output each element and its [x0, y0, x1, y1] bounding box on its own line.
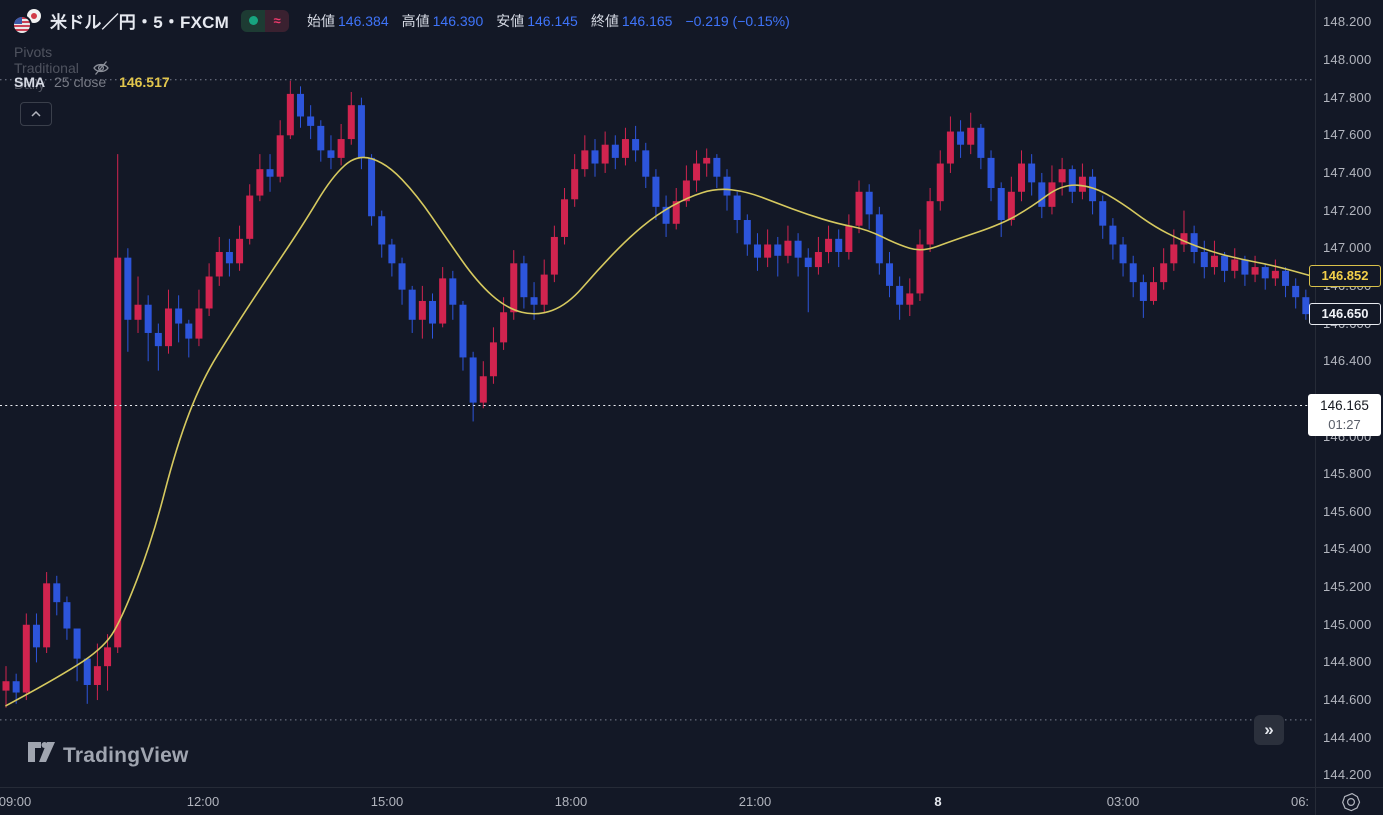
sma-layer [5, 156, 1313, 707]
price-axis-label: 146.400 [1323, 353, 1372, 369]
us-flag-icon [14, 16, 30, 33]
time-axis[interactable]: 09:00 12:00 15:00 18:00 21:00 8 03:00 06: [0, 788, 1383, 815]
open-value: 始値 146.384 [307, 12, 389, 29]
symbol-title[interactable]: 米ドル／円・5・FXCM [50, 13, 230, 32]
market-status-pill[interactable]: ≈ [241, 9, 290, 32]
candles-layer [2, 80, 1310, 708]
symbol-row: 米ドル／円・5・FXCM ≈ 始値 146.384 高値 146.390 安値 146… [14, 8, 790, 33]
price-axis-label: 145.200 [1323, 579, 1372, 595]
high-value: 高値 146.390 [401, 12, 484, 29]
price-axis-label: 144.400 [1323, 729, 1372, 745]
price-axis-label: 144.800 [1323, 654, 1372, 670]
sma-indicator-value: 146.517 [119, 74, 170, 90]
time-axis-label: 15:00 [370, 794, 404, 809]
price-axis-label: 147.400 [1323, 164, 1372, 180]
price-axis-label: 147.000 [1323, 240, 1372, 256]
tradingview-logo-text: TradingView [63, 744, 189, 767]
plot-layers [0, 79, 1315, 721]
countdown-timer: 01:27 [1328, 417, 1361, 433]
sma-value-badge: 146.852 [1309, 265, 1381, 288]
countdown-price: 146.165 [1320, 398, 1369, 414]
legend-collapse-button[interactable] [20, 102, 52, 126]
tradingview-logo[interactable]: TradingView [28, 742, 189, 770]
time-axis-label: 03:00 [1106, 794, 1140, 809]
change-value: −0.219 (−0.15%) [685, 12, 790, 29]
low-value: 安値 146.145 [496, 12, 578, 29]
time-axis-border [0, 787, 1383, 788]
price-axis-label: 145.600 [1323, 503, 1372, 519]
time-axis-label: 21:00 [738, 794, 772, 809]
green-dot-icon [248, 16, 258, 25]
price-axis-label: 144.200 [1323, 767, 1372, 783]
visibility-off-icon[interactable] [92, 58, 110, 78]
time-axis-label: 06: [1290, 794, 1310, 809]
level-lines-layer [0, 79, 1315, 721]
gear-icon [1342, 792, 1361, 812]
time-axis-label: 18:00 [554, 794, 588, 809]
time-axis-settings-button[interactable] [1340, 791, 1362, 813]
japan-flag-icon [27, 8, 41, 23]
sma-indicator-label[interactable]: SMA [14, 74, 46, 90]
time-axis-label: 09:00 [0, 794, 32, 809]
price-axis-label: 147.800 [1323, 89, 1372, 105]
price-axis-label: 145.400 [1323, 541, 1372, 557]
scroll-to-latest-button[interactable]: » [1254, 715, 1284, 745]
price-axis-label: 145.800 [1323, 466, 1372, 482]
price-axis-label: 147.600 [1323, 127, 1372, 143]
delayed-data-icon[interactable]: ≈ [265, 9, 290, 32]
price-axis-label: 148.000 [1323, 52, 1372, 67]
price-countdown-badge: 146.165 01:27 [1308, 394, 1381, 437]
market-open-status-icon[interactable] [241, 9, 266, 32]
last-price-badge: 146.650 [1309, 303, 1381, 326]
chevron-up-icon [31, 111, 41, 117]
price-axis-label: 144.600 [1323, 692, 1372, 708]
price-axis-label: 147.200 [1323, 202, 1372, 218]
currency-pair-flag-icon [14, 8, 41, 33]
price-axis-label: 145.000 [1323, 616, 1372, 632]
price-axis-label: 148.200 [1323, 14, 1372, 30]
time-axis-label: 12:00 [186, 794, 220, 809]
ohlc-values: 始値 146.384 高値 146.390 安値 146.145 終値 146.165 … [307, 11, 790, 31]
tradingview-logo-icon [28, 742, 55, 770]
close-value: 終値 146.165 [590, 12, 673, 29]
pivots-indicator-row[interactable]: Pivots Traditional Daily [14, 44, 110, 92]
sma-indicator-params: 25 close [54, 74, 107, 90]
pivots-indicator-label[interactable]: Pivots Traditional Daily [14, 44, 79, 92]
sma-indicator-row[interactable]: SMA 25 close 146.517 [14, 74, 170, 90]
time-axis-label: 8 [934, 794, 942, 809]
